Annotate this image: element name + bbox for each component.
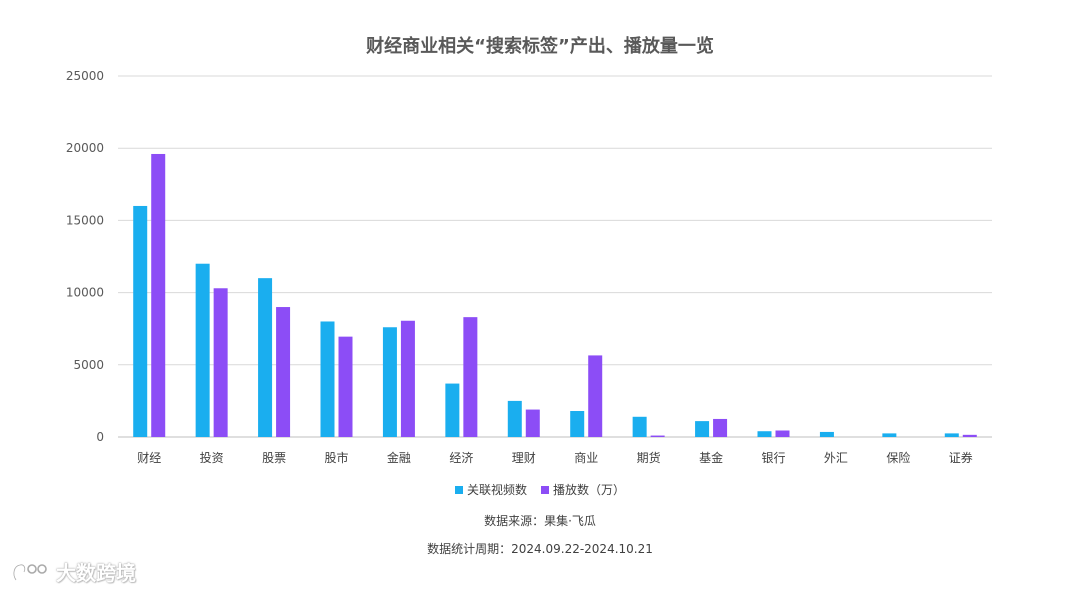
bar-play-count [588,355,603,437]
x-tick-label: 保险 [886,450,910,465]
legend-label-play-count: 播放数（万） [553,483,626,497]
chart-legend: 关联视频数 播放数（万） [0,481,1080,498]
x-tick-label: 投资 [200,450,224,465]
bar-play-count [213,288,228,437]
bar-play-count [713,418,728,437]
x-tick-label: 经济 [449,450,473,465]
x-tick-label: 财经 [137,451,161,465]
x-tick-label: 外汇 [824,451,848,465]
x-tick-label: 期货 [637,450,661,465]
y-tick-label: 5000 [73,358,104,372]
data-period-note: 数据统计周期：2024.09.22-2024.10.21 [427,542,653,556]
bar-video-count [944,433,959,437]
bar-video-count [695,421,710,437]
bar-video-count [757,431,772,437]
y-tick-label: 10000 [66,286,104,300]
x-tick-label: 股票 [262,451,286,465]
legend-item-video-count: 关联视频数 [454,481,527,498]
bar-video-count [258,278,273,437]
y-tick-label: 20000 [66,141,104,155]
bar-play-count [151,153,166,437]
bar-play-count [400,320,415,437]
x-tick-label: 金融 [387,450,411,465]
y-tick-label: 0 [96,430,104,444]
y-tick-label: 15000 [66,213,104,227]
bar-play-count [775,430,790,437]
x-tick-label: 银行 [761,451,785,465]
bar-video-count [445,383,460,437]
x-tick-label: 商业 [574,450,598,465]
bar-play-count [525,409,540,437]
bar-video-count [195,263,210,437]
bar-video-count [570,411,585,437]
bar-play-count [338,336,353,437]
data-source-note: 数据来源：果集·飞瓜 [484,514,596,528]
watermark-text: 大数跨境 [56,561,136,585]
bar-video-count [632,416,647,437]
bar-play-count [276,307,291,437]
bar-play-count [962,434,977,437]
bar-play-count [650,435,665,437]
legend-swatch-play-count [541,485,549,494]
x-tick-label: 基金 [699,450,723,465]
watermark-icon [12,563,47,581]
bar-video-count [507,400,522,437]
x-tick-label: 股市 [324,450,348,465]
bar-video-count [382,327,397,437]
bar-video-count [882,433,897,437]
y-tick-label: 25000 [66,69,104,83]
bar-video-count [320,321,335,437]
x-tick-label: 证券 [949,450,973,465]
bar-video-count [133,205,148,437]
bar-video-count [819,431,834,437]
legend-label-video-count: 关联视频数 [466,483,527,497]
bar-play-count [463,317,478,437]
watermark-logo: 大数跨境 [10,557,136,586]
chart-title: 财经商业相关“搜索标签”产出、播放量一览 [366,36,714,57]
x-tick-label: 理财 [512,451,536,465]
legend-item-play-count: 播放数（万） [541,481,625,498]
legend-swatch-video-count [454,485,463,494]
